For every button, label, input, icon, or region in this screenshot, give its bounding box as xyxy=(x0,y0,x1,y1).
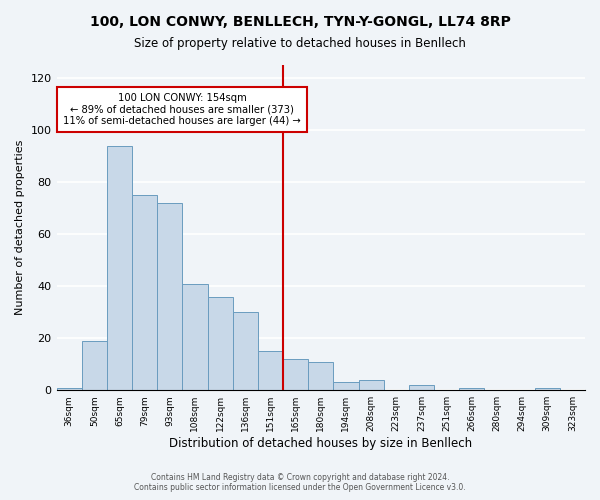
Bar xyxy=(359,380,383,390)
Bar xyxy=(409,385,434,390)
Bar xyxy=(334,382,359,390)
Bar xyxy=(233,312,258,390)
X-axis label: Distribution of detached houses by size in Benllech: Distribution of detached houses by size … xyxy=(169,437,472,450)
Bar xyxy=(208,296,233,390)
Bar xyxy=(157,203,182,390)
Bar xyxy=(459,388,484,390)
Bar xyxy=(308,362,334,390)
Bar xyxy=(258,351,283,390)
Bar xyxy=(56,388,82,390)
Text: Contains HM Land Registry data © Crown copyright and database right 2024.
Contai: Contains HM Land Registry data © Crown c… xyxy=(134,473,466,492)
Y-axis label: Number of detached properties: Number of detached properties xyxy=(15,140,25,316)
Bar xyxy=(182,284,208,390)
Text: 100 LON CONWY: 154sqm
← 89% of detached houses are smaller (373)
11% of semi-det: 100 LON CONWY: 154sqm ← 89% of detached … xyxy=(64,92,301,126)
Text: 100, LON CONWY, BENLLECH, TYN-Y-GONGL, LL74 8RP: 100, LON CONWY, BENLLECH, TYN-Y-GONGL, L… xyxy=(89,15,511,29)
Text: Size of property relative to detached houses in Benllech: Size of property relative to detached ho… xyxy=(134,38,466,51)
Bar xyxy=(132,195,157,390)
Bar xyxy=(107,146,132,390)
Bar xyxy=(283,359,308,390)
Bar xyxy=(535,388,560,390)
Bar xyxy=(82,341,107,390)
